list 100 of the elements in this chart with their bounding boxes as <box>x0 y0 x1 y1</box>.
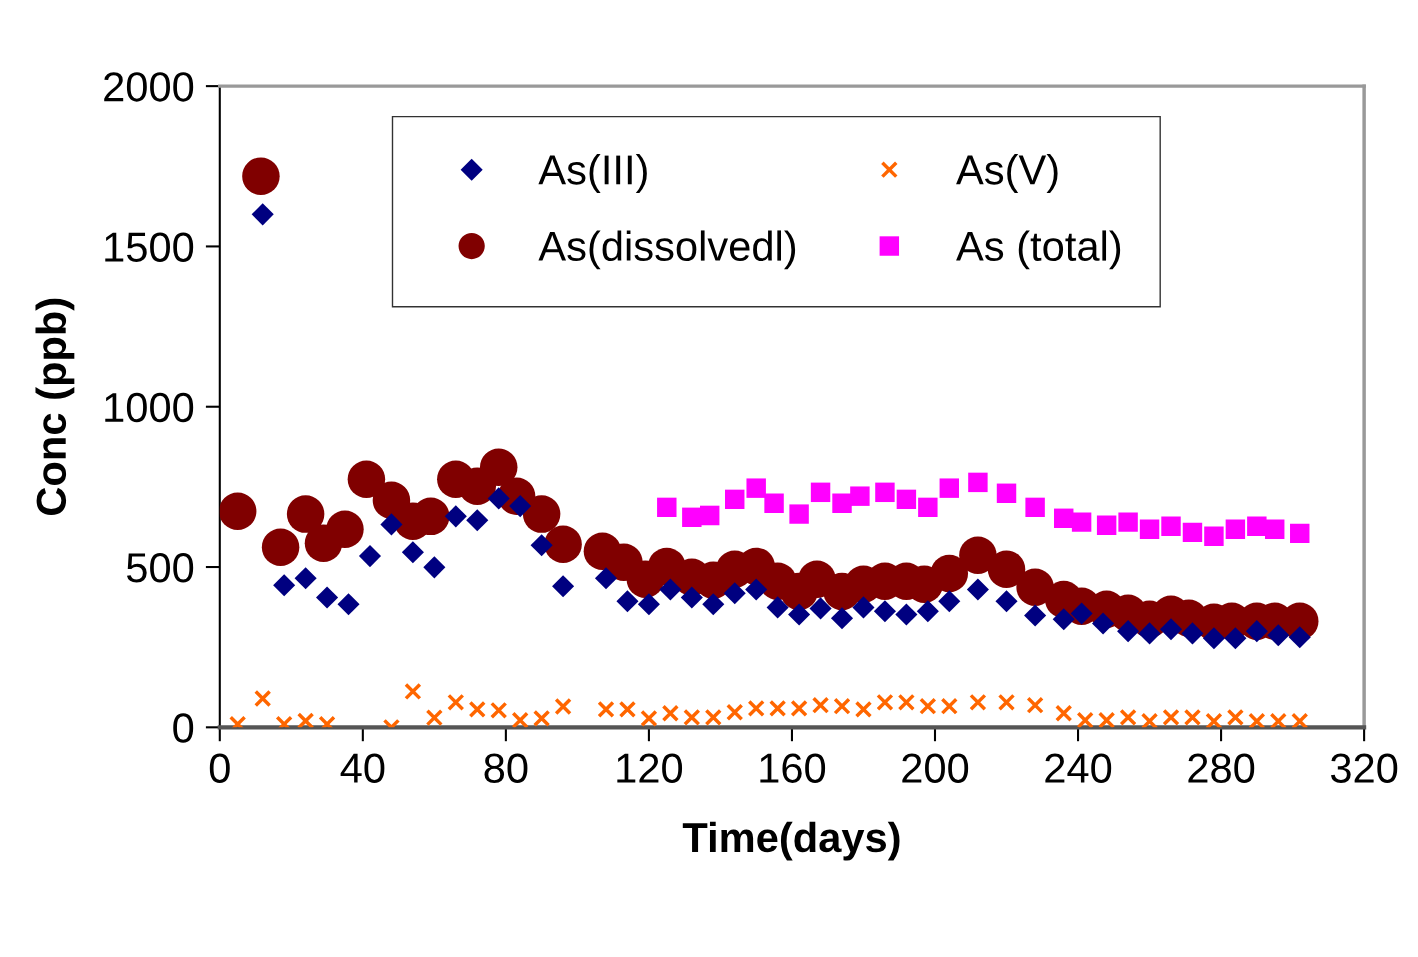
point <box>358 545 382 568</box>
point <box>479 448 518 487</box>
point <box>940 697 958 715</box>
point <box>1181 622 1204 645</box>
y-tick-label: 1500 <box>105 232 194 262</box>
point <box>1092 612 1115 635</box>
x-tick-label: 320 <box>1330 753 1398 783</box>
point <box>296 712 315 728</box>
point <box>968 472 988 493</box>
point <box>850 486 870 506</box>
point <box>766 596 789 619</box>
point <box>809 597 832 620</box>
point <box>661 704 680 722</box>
point <box>876 693 894 711</box>
point <box>219 492 257 530</box>
y-tick-label: 0 <box>173 713 194 743</box>
point <box>1138 622 1161 645</box>
point <box>704 708 722 727</box>
y-axis-title: Conc (ppb) <box>35 298 75 515</box>
point <box>1248 712 1266 728</box>
point <box>790 699 808 718</box>
point <box>1182 522 1203 543</box>
point <box>939 478 960 498</box>
point <box>830 607 854 630</box>
point <box>997 693 1016 711</box>
x-tick-label: 0 <box>209 753 230 783</box>
point <box>1025 497 1045 518</box>
point <box>1026 696 1044 714</box>
point <box>522 495 561 533</box>
point <box>657 497 677 518</box>
point <box>1052 608 1075 631</box>
point <box>969 693 987 711</box>
point <box>1054 508 1074 529</box>
x-tick-label: 160 <box>760 753 826 783</box>
point <box>1288 626 1311 649</box>
point <box>1097 711 1116 728</box>
point <box>1225 519 1246 539</box>
point <box>273 574 296 597</box>
point <box>294 567 317 590</box>
point <box>254 689 272 708</box>
point <box>530 534 553 557</box>
point <box>810 482 831 503</box>
point <box>746 478 766 498</box>
point <box>1291 712 1309 728</box>
point <box>832 493 852 513</box>
x-tick-label: 200 <box>902 753 969 783</box>
point <box>995 590 1018 613</box>
point <box>726 703 744 721</box>
point <box>1161 516 1181 537</box>
point <box>466 509 489 532</box>
point <box>1139 519 1160 539</box>
point <box>468 700 486 719</box>
point <box>1024 604 1047 627</box>
point <box>1264 519 1285 539</box>
point <box>1055 704 1073 722</box>
point <box>680 586 703 609</box>
point <box>1159 618 1183 641</box>
point <box>447 693 465 711</box>
point <box>487 487 510 510</box>
point <box>811 696 830 714</box>
point <box>251 203 274 226</box>
point <box>511 711 529 728</box>
point <box>699 505 720 526</box>
point <box>347 460 386 498</box>
point <box>938 590 961 613</box>
point <box>1205 712 1223 728</box>
point <box>286 495 325 533</box>
point <box>554 697 572 716</box>
point <box>919 697 937 715</box>
point <box>788 603 811 626</box>
point <box>425 709 444 727</box>
point <box>896 489 917 510</box>
point <box>1267 624 1290 647</box>
point <box>242 157 280 195</box>
point <box>789 504 809 524</box>
point <box>1071 512 1092 532</box>
point <box>683 708 701 727</box>
point <box>996 483 1017 504</box>
x-tick-label: 280 <box>1188 753 1255 783</box>
point <box>316 586 339 609</box>
point <box>640 709 658 728</box>
point <box>987 550 1026 589</box>
x-tick-label: 240 <box>1045 753 1112 783</box>
point <box>1140 712 1159 728</box>
point <box>745 578 768 601</box>
point <box>747 699 765 718</box>
point <box>1118 512 1138 532</box>
point <box>380 513 403 536</box>
point <box>764 493 784 513</box>
point <box>723 582 746 605</box>
y-tick-label: 500 <box>126 553 194 583</box>
point <box>897 693 916 711</box>
point <box>1119 708 1137 727</box>
point <box>1245 620 1268 643</box>
point <box>854 700 873 719</box>
point <box>1202 627 1225 650</box>
point <box>401 541 424 564</box>
point <box>873 600 896 623</box>
point <box>261 528 300 566</box>
point <box>616 590 639 613</box>
